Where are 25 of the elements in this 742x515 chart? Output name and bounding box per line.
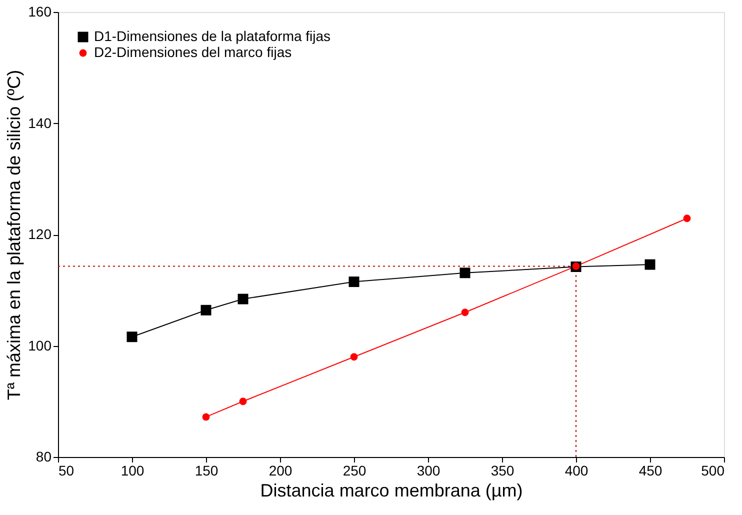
x-tick-label: 250 <box>342 462 366 478</box>
x-tick-label: 350 <box>490 462 514 478</box>
x-tick-label: 400 <box>564 462 588 478</box>
point <box>200 304 212 316</box>
x-axis-title: Distancia marco membrana (µm) <box>260 480 523 500</box>
legend-label: D1-Dimensiones de la plataforma fijas <box>94 28 331 44</box>
y-tick-label: 100 <box>28 337 52 354</box>
x-tick-label: 500 <box>701 462 725 478</box>
y-tick-label: 160 <box>28 4 52 20</box>
legend-label: D2-Dimensiones del marco fijas <box>94 44 292 60</box>
point <box>126 332 138 342</box>
x-tick-label: 200 <box>268 462 292 478</box>
point <box>348 276 360 288</box>
x-tick-label: 150 <box>194 462 218 478</box>
x-tick-label: 300 <box>416 462 440 478</box>
point <box>238 294 248 304</box>
x-tick-label: 100 <box>120 462 144 478</box>
y-tick-label: 80 <box>36 448 52 464</box>
y-tick-label: 120 <box>28 226 52 242</box>
x-tick-label: 450 <box>638 462 662 478</box>
x-tick-label: 50 <box>58 462 74 478</box>
point <box>460 268 470 278</box>
y-tick-label: 140 <box>28 114 52 131</box>
y-axis-title: Tª máxima en la plataforma de silicio (ºC) <box>4 70 24 400</box>
point <box>644 259 656 270</box>
